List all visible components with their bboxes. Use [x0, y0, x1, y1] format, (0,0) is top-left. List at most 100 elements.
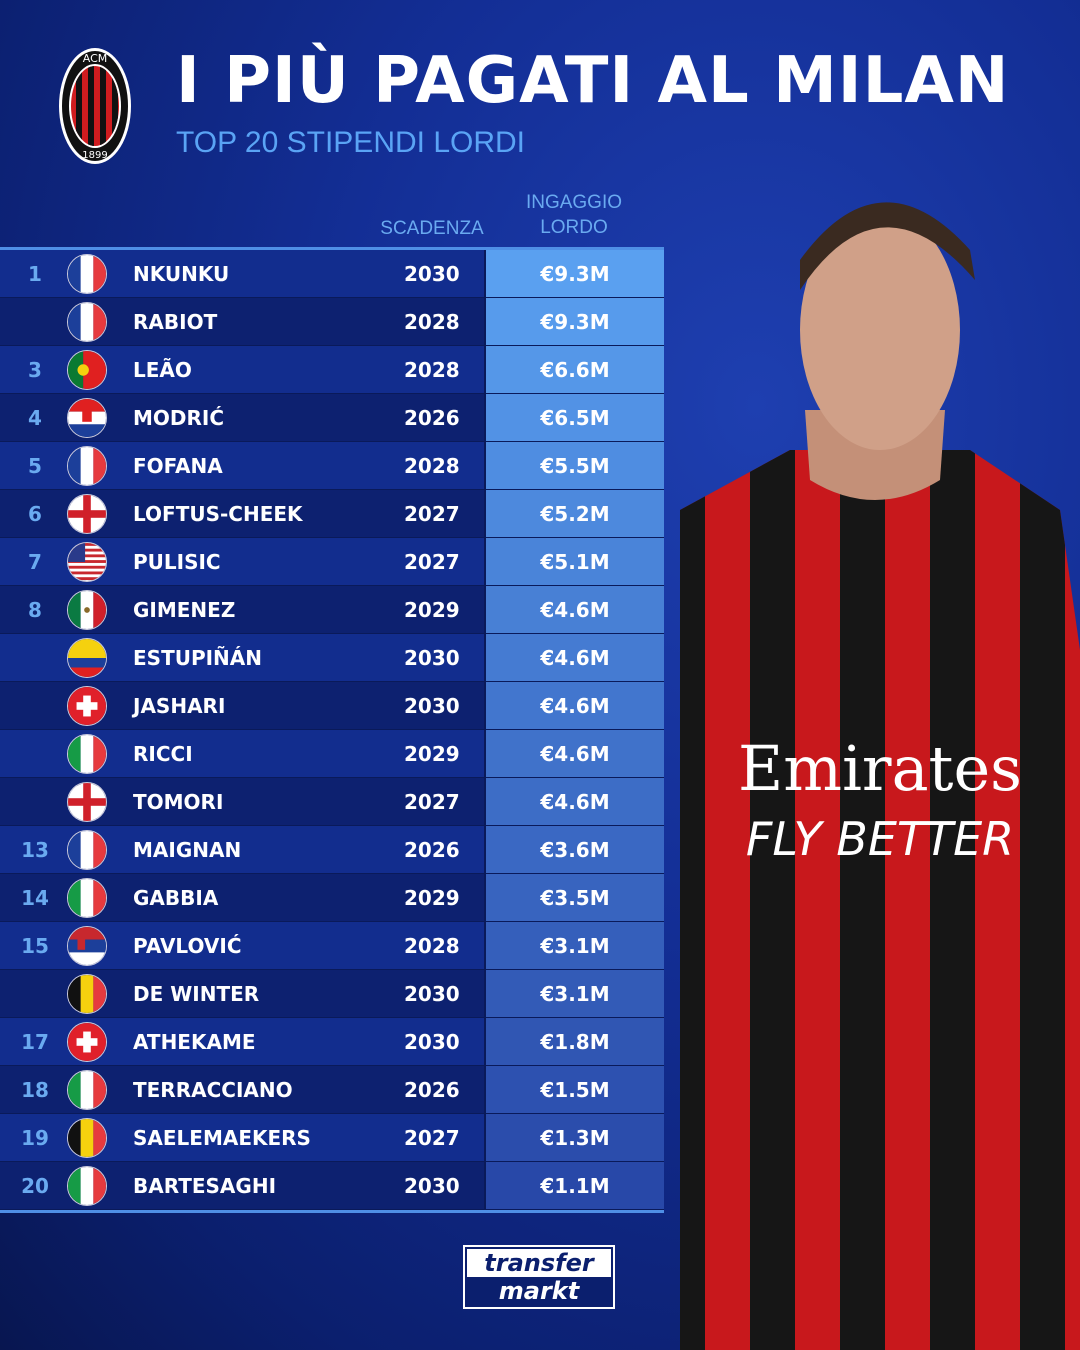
- player-cell: 8 GIMENEZ 2029: [0, 586, 484, 633]
- table-row: 15 PAVLOVIĆ 2028 €3.1M: [0, 922, 664, 970]
- table-row: RICCI 2029 €4.6M: [0, 730, 664, 778]
- gross-salary: €1.3M: [484, 1114, 664, 1161]
- gross-salary: €3.1M: [484, 922, 664, 969]
- flag-be-icon: [67, 973, 107, 1014]
- gross-salary: €4.6M: [484, 778, 664, 825]
- table-row: 17 ATHEKAME 2030 €1.8M: [0, 1018, 664, 1066]
- flag-ch-icon: [67, 1021, 107, 1062]
- gross-salary: €6.6M: [484, 346, 664, 393]
- contract-expiry: 2030: [404, 693, 460, 718]
- player-name: PULISIC: [133, 549, 221, 574]
- flag-fr-icon: [67, 301, 107, 342]
- flag-it-icon: [67, 733, 107, 774]
- shirt-sponsor-line2: FLY BETTER: [746, 812, 1014, 866]
- brand-line2: markt: [467, 1277, 611, 1305]
- player-name: RICCI: [133, 741, 193, 766]
- player-cell: 13 MAIGNAN 2026: [0, 826, 484, 873]
- flag-it-icon: [67, 1165, 107, 1206]
- player-name: RABIOT: [133, 309, 218, 334]
- contract-expiry: 2026: [404, 1077, 460, 1102]
- rank: 14: [21, 885, 49, 910]
- flag-rs-icon: [67, 925, 107, 966]
- table-row: RABIOT 2028 €9.3M: [0, 298, 664, 346]
- flag-ec-icon: [67, 637, 107, 678]
- gross-salary: €4.6M: [484, 586, 664, 633]
- contract-expiry: 2027: [404, 1125, 460, 1150]
- player-cell: 14 GABBIA 2029: [0, 874, 484, 921]
- player-cell: JASHARI 2030: [0, 682, 484, 729]
- player-cell: ESTUPIÑÁN 2030: [0, 634, 484, 681]
- player-name: SAELEMAEKERS: [133, 1125, 311, 1150]
- flag-en-icon: [67, 493, 107, 534]
- gross-salary: €4.6M: [484, 730, 664, 777]
- gross-salary: €3.6M: [484, 826, 664, 873]
- player-name: NKUNKU: [133, 261, 230, 286]
- player-cell: 17 ATHEKAME 2030: [0, 1018, 484, 1065]
- contract-expiry: 2026: [404, 405, 460, 430]
- contract-expiry: 2029: [404, 885, 460, 910]
- player-cell: 19 SAELEMAEKERS 2027: [0, 1114, 484, 1161]
- table-row: 20 BARTESAGHI 2030 €1.1M: [0, 1162, 664, 1210]
- player-cell: 3 LEÃO 2028: [0, 346, 484, 393]
- player-cell: 4 MODRIĆ 2026: [0, 394, 484, 441]
- player-cell: TOMORI 2027: [0, 778, 484, 825]
- player-cell: 15 PAVLOVIĆ 2028: [0, 922, 484, 969]
- player-name: GIMENEZ: [133, 597, 236, 622]
- salary-table: 1 NKUNKU 2030 €9.3M RABIOT 2028 €9.3M 3 …: [0, 247, 664, 1213]
- contract-expiry: 2030: [404, 1029, 460, 1054]
- table-row: JASHARI 2030 €4.6M: [0, 682, 664, 730]
- flag-us-icon: [67, 541, 107, 582]
- player-cell: DE WINTER 2030: [0, 970, 484, 1017]
- rank: 3: [28, 357, 42, 382]
- rank: 1: [28, 261, 42, 286]
- gross-salary: €1.8M: [484, 1018, 664, 1065]
- table-row: 3 LEÃO 2028 €6.6M: [0, 346, 664, 394]
- player-cell: 5 FOFANA 2028: [0, 442, 484, 489]
- player-name: GABBIA: [133, 885, 219, 910]
- transfermarkt-logo: transfer markt: [463, 1245, 615, 1309]
- flag-fr-icon: [67, 445, 107, 486]
- flag-pt-icon: [67, 349, 107, 390]
- gross-salary: €3.5M: [484, 874, 664, 921]
- player-name: ESTUPIÑÁN: [133, 645, 263, 670]
- table-row: 8 GIMENEZ 2029 €4.6M: [0, 586, 664, 634]
- rank: 18: [21, 1077, 49, 1102]
- player-name: BARTESAGHI: [133, 1173, 277, 1198]
- player-photo: Emirates FLY BETTER: [680, 202, 1080, 1350]
- player-name: LOFTUS-CHEEK: [133, 501, 303, 526]
- rank: 20: [21, 1173, 49, 1198]
- column-header-expiry: SCADENZA: [380, 218, 484, 239]
- rank: 15: [21, 933, 49, 958]
- column-header-salary-line1: INGAGGIO: [525, 192, 623, 213]
- player-name: PAVLOVIĆ: [133, 933, 242, 958]
- column-header-salary: INGAGGIO LORDO: [484, 190, 664, 240]
- rank: 4: [28, 405, 42, 430]
- contract-expiry: 2028: [404, 453, 460, 478]
- player-cell: RABIOT 2028: [0, 298, 484, 345]
- player-cell: 7 PULISIC 2027: [0, 538, 484, 585]
- player-name: TERRACCIANO: [133, 1077, 293, 1102]
- table-row: 1 NKUNKU 2030 €9.3M: [0, 250, 664, 298]
- contract-expiry: 2029: [404, 597, 460, 622]
- player-name: ATHEKAME: [133, 1029, 256, 1054]
- flag-en-icon: [67, 781, 107, 822]
- contract-expiry: 2027: [404, 549, 460, 574]
- table-row: 7 PULISIC 2027 €5.1M: [0, 538, 664, 586]
- player-name: FOFANA: [133, 453, 223, 478]
- contract-expiry: 2030: [404, 645, 460, 670]
- table-row: ESTUPIÑÁN 2030 €4.6M: [0, 634, 664, 682]
- table-row: TOMORI 2027 €4.6M: [0, 778, 664, 826]
- contract-expiry: 2028: [404, 933, 460, 958]
- player-cell: 6 LOFTUS-CHEEK 2027: [0, 490, 484, 537]
- table-row: 18 TERRACCIANO 2026 €1.5M: [0, 1066, 664, 1114]
- player-cell: 20 BARTESAGHI 2030: [0, 1162, 484, 1209]
- flag-hr-icon: [67, 397, 107, 438]
- player-cell: 1 NKUNKU 2030: [0, 250, 484, 297]
- flag-fr-icon: [67, 829, 107, 870]
- column-header-salary-line2: LORDO: [540, 217, 608, 238]
- table-row: 6 LOFTUS-CHEEK 2027 €5.2M: [0, 490, 664, 538]
- gross-salary: €9.3M: [484, 298, 664, 345]
- contract-expiry: 2028: [404, 309, 460, 334]
- table-row: 19 SAELEMAEKERS 2027 €1.3M: [0, 1114, 664, 1162]
- player-name: DE WINTER: [133, 981, 260, 1006]
